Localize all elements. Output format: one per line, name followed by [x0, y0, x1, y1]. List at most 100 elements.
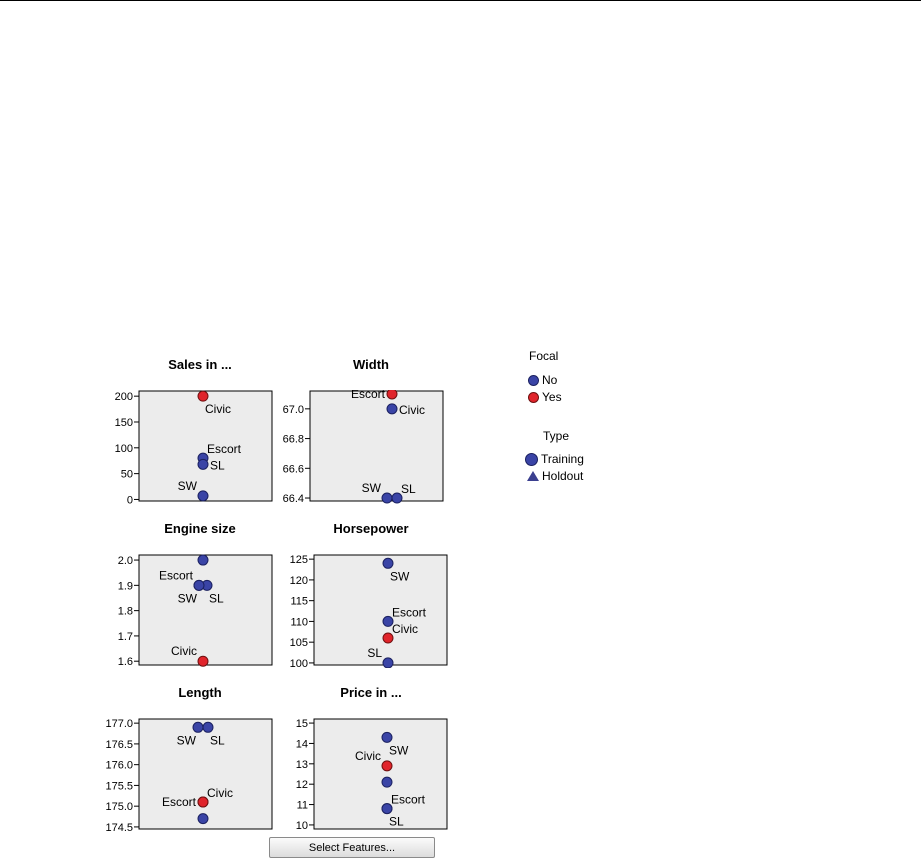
data-point: [381, 760, 393, 772]
y-tick-label: 1.6: [118, 656, 133, 668]
plot-area: [309, 390, 444, 502]
plot-horsepower: 100 105 110 115 120 125 SW Escort Civic SL: [290, 554, 448, 668]
point-label: SL: [401, 482, 416, 496]
legend-holdout-label: Holdout: [542, 469, 584, 483]
data-point: [386, 403, 398, 415]
y-tick-label: 1.7: [118, 631, 133, 643]
data-point: [381, 731, 393, 743]
y-tick-label: 66.8: [283, 434, 304, 446]
data-point: [386, 390, 398, 400]
y-tick-label: 176.0: [105, 760, 133, 772]
legend-focal-title: Focal: [529, 349, 559, 363]
point-label: SW: [178, 591, 198, 605]
point-label: SW: [362, 481, 382, 495]
legend-yes-marker: [528, 391, 539, 403]
data-point: [197, 813, 209, 825]
data-point: [381, 803, 393, 815]
point-label: Escort: [391, 793, 426, 807]
legend-type-title: Type: [543, 429, 570, 443]
point-label: Civic: [171, 644, 197, 658]
y-tick-label: 175.5: [105, 780, 133, 792]
legend-training-label: Training: [541, 452, 584, 466]
y-tick-label: 105: [290, 637, 308, 649]
legend-no-label: No: [542, 373, 558, 387]
y-tick-label: 125: [290, 554, 308, 566]
data-point: [197, 796, 209, 808]
y-tick-label: 110: [290, 616, 308, 628]
point-label: Civic: [392, 622, 418, 636]
y-tick-label: 177.0: [105, 718, 133, 730]
plot-area: [138, 554, 273, 666]
y-tick-label: 150: [115, 417, 133, 429]
y-tick-label: 11: [297, 800, 308, 812]
point-label: Civic: [399, 403, 425, 417]
point-label: Escort: [159, 568, 194, 582]
y-tick-label: 66.4: [283, 493, 304, 504]
y-tick-label: 100: [290, 658, 308, 668]
point-label: Escort: [351, 390, 386, 401]
panel-title-horsepower: Horsepower: [333, 521, 409, 536]
legend-no-marker: [528, 374, 539, 386]
y-tick-label: 200: [115, 391, 133, 403]
point-label: SL: [210, 733, 225, 747]
point-label: SW: [389, 743, 409, 757]
plot-length: 174.5 175.0 175.5 176.0 176.5 177.0 SW SL Civic E…: [105, 718, 273, 832]
y-tick-label: 1.8: [118, 606, 133, 618]
y-tick-label: 12: [296, 779, 308, 791]
data-point: [381, 776, 393, 788]
y-tick-label: 120: [290, 575, 308, 587]
point-label: Escort: [392, 605, 427, 619]
y-tick-label: 0: [127, 494, 133, 504]
y-tick-label: 13: [296, 759, 308, 771]
plot-sales: 0 50 100 150 200 Civic Escort SL SW: [115, 390, 273, 504]
point-label: Civic: [355, 749, 381, 763]
data-point: [197, 655, 209, 667]
point-label: Escort: [207, 442, 242, 456]
plot-area: [138, 390, 273, 502]
data-point: [197, 490, 209, 502]
y-tick-label: 2.0: [118, 555, 133, 567]
legend-training-marker: [525, 452, 538, 466]
point-label: SL: [209, 591, 224, 605]
point-label: SW: [178, 479, 198, 493]
legend-holdout-marker: [527, 471, 539, 481]
y-tick-label: 50: [121, 469, 133, 481]
point-label: Civic: [207, 786, 233, 800]
top-divider: [0, 0, 921, 1]
point-label: SW: [390, 569, 410, 583]
panel-title-sales: Sales in ...: [168, 357, 232, 372]
y-tick-label: 14: [296, 738, 308, 750]
legend-yes-label: Yes: [542, 390, 562, 404]
data-point: [382, 657, 394, 668]
plot-width: 66.4 66.6 66.8 67.0 Escort Civic SW SL: [283, 390, 444, 504]
data-point: [197, 458, 209, 470]
legend-item-holdout: Holdout: [527, 469, 583, 483]
data-point: [197, 390, 209, 402]
point-label: Escort: [162, 795, 197, 809]
plot-area: [313, 554, 448, 666]
panel-title-engine-size: Engine size: [164, 521, 236, 536]
data-point: [381, 492, 393, 504]
plot-price: 10 11 12 13 14 15 SW Civic Escort SL: [296, 718, 448, 832]
data-point: [382, 615, 394, 627]
data-point: [197, 554, 209, 566]
y-tick-label: 174.5: [105, 822, 133, 832]
y-tick-label: 10: [296, 820, 308, 832]
y-tick-label: 66.6: [283, 463, 304, 475]
data-point: [382, 632, 394, 644]
point-label: SL: [210, 458, 225, 472]
select-features-button[interactable]: Select Features...: [269, 837, 435, 858]
y-tick-label: 15: [296, 718, 308, 730]
legend-item-no: No: [528, 373, 557, 387]
plot-area: [138, 718, 273, 830]
data-point: [192, 721, 204, 733]
panel-title-price: Price in ...: [340, 685, 402, 700]
point-label: SL: [389, 815, 404, 829]
point-label: SW: [177, 733, 197, 747]
legend-item-training: Training: [525, 452, 584, 466]
y-tick-label: 115: [290, 596, 308, 608]
panel-title-width: Width: [353, 357, 389, 372]
y-tick-label: 67.0: [283, 404, 304, 416]
point-label: SL: [367, 646, 382, 660]
data-point: [391, 492, 403, 504]
